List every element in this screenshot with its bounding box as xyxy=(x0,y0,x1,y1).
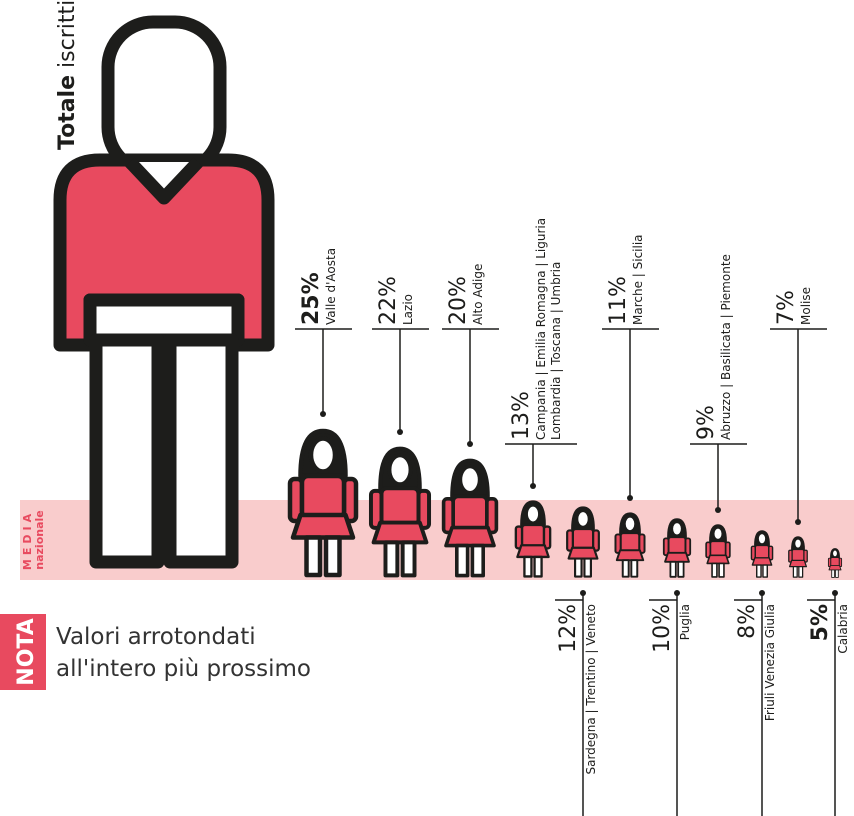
note-line: all'intero più prossimo xyxy=(56,656,311,682)
category-label: Campania | Emilia Romagna | Liguria xyxy=(534,218,548,440)
note-line: Valori arrotondati xyxy=(56,624,256,650)
label-group: 13% Campania | Emilia Romagna | Liguria Lo… xyxy=(509,218,563,440)
value-label: 25% xyxy=(299,272,324,325)
category-label: Lazio xyxy=(401,294,415,325)
category-label: Friuli Venezia Giulia xyxy=(763,604,777,721)
total-label: Totale iscritti xyxy=(55,0,80,150)
note-tag: NOTA xyxy=(14,618,39,685)
total-label-rest: iscritti xyxy=(55,0,80,68)
label-group: 20% Alto Adige xyxy=(446,264,485,325)
label-group: 9% Abruzzo | Basilicata | Piemonte xyxy=(694,254,733,440)
total-figure xyxy=(53,15,275,569)
category-label: Alto Adige xyxy=(471,264,485,325)
value-label: 22% xyxy=(376,276,401,325)
category-label: Puglia xyxy=(678,604,692,640)
label-group: 22% Lazio xyxy=(376,276,415,325)
value-label: 12% xyxy=(556,604,581,653)
label-group: 7% Molise xyxy=(774,287,813,325)
category-label: Sardegna | Trentino | Veneto xyxy=(584,604,598,775)
band-label: MEDIA xyxy=(21,510,34,570)
value-label: 13% xyxy=(509,391,534,440)
value-label: 7% xyxy=(774,290,799,325)
value-label: 9% xyxy=(694,405,719,440)
category-label: Marche | Sicilia xyxy=(631,234,645,325)
category-label: Calabria xyxy=(836,604,850,654)
value-label: 11% xyxy=(606,276,631,325)
value-label: 20% xyxy=(446,276,471,325)
category-label: Lombardia | Toscana | Umbria xyxy=(549,262,563,440)
band-sublabel: nazionale xyxy=(33,510,46,569)
label-group: 25% Valle d'Aosta xyxy=(299,248,338,325)
note-tag-bg xyxy=(0,614,46,690)
value-label: 8% xyxy=(735,604,760,639)
label-group: 11% Marche | Sicilia xyxy=(606,234,645,325)
category-label: Abruzzo | Basilicata | Piemonte xyxy=(719,254,733,440)
category-label: Valle d'Aosta xyxy=(324,248,338,325)
value-label: 10% xyxy=(650,604,675,653)
value-label: 5% xyxy=(808,604,833,641)
total-label-bold: Totale xyxy=(55,75,80,150)
category-label: Molise xyxy=(799,287,813,325)
